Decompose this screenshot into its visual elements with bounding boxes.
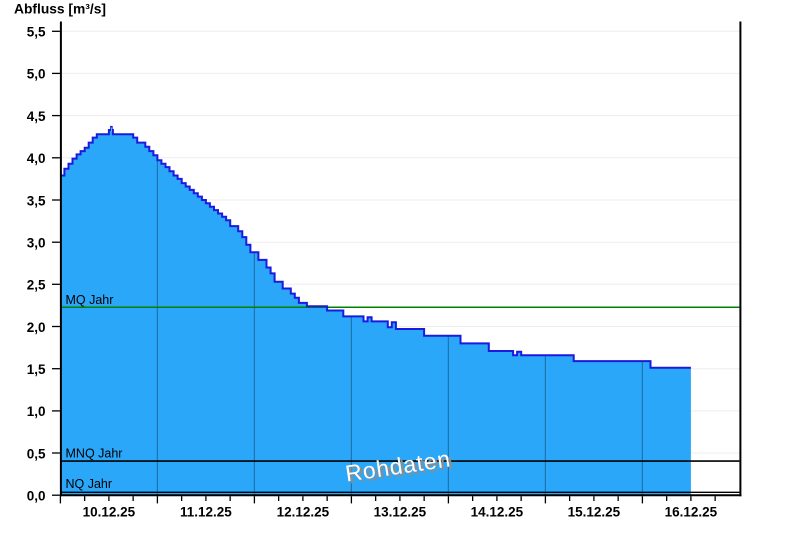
svg-text:12.12.25: 12.12.25 bbox=[277, 504, 330, 519]
svg-text:3,0: 3,0 bbox=[27, 236, 46, 251]
svg-text:10.12.25: 10.12.25 bbox=[83, 504, 136, 519]
svg-text:5,0: 5,0 bbox=[27, 67, 46, 82]
svg-text:14.12.25: 14.12.25 bbox=[471, 504, 524, 519]
svg-text:16.12.25: 16.12.25 bbox=[665, 504, 718, 519]
svg-text:NQ Jahr: NQ Jahr bbox=[66, 477, 113, 491]
svg-text:1,5: 1,5 bbox=[27, 362, 46, 377]
svg-text:15.12.25: 15.12.25 bbox=[568, 504, 621, 519]
svg-text:1,0: 1,0 bbox=[27, 404, 46, 419]
svg-text:MQ Jahr: MQ Jahr bbox=[66, 293, 114, 307]
svg-text:Abfluss [m³/s]: Abfluss [m³/s] bbox=[14, 2, 106, 17]
svg-text:4,0: 4,0 bbox=[27, 151, 46, 166]
svg-text:2,5: 2,5 bbox=[27, 278, 46, 293]
svg-text:2,0: 2,0 bbox=[27, 320, 46, 335]
svg-text:11.12.25: 11.12.25 bbox=[180, 504, 232, 519]
svg-text:0,0: 0,0 bbox=[27, 489, 46, 504]
svg-text:MNQ Jahr: MNQ Jahr bbox=[66, 447, 123, 461]
svg-text:0,5: 0,5 bbox=[27, 446, 46, 461]
svg-text:3,5: 3,5 bbox=[27, 193, 46, 208]
svg-text:5,5: 5,5 bbox=[27, 25, 46, 40]
svg-text:13.12.25: 13.12.25 bbox=[374, 504, 427, 519]
svg-text:4,5: 4,5 bbox=[27, 109, 46, 124]
